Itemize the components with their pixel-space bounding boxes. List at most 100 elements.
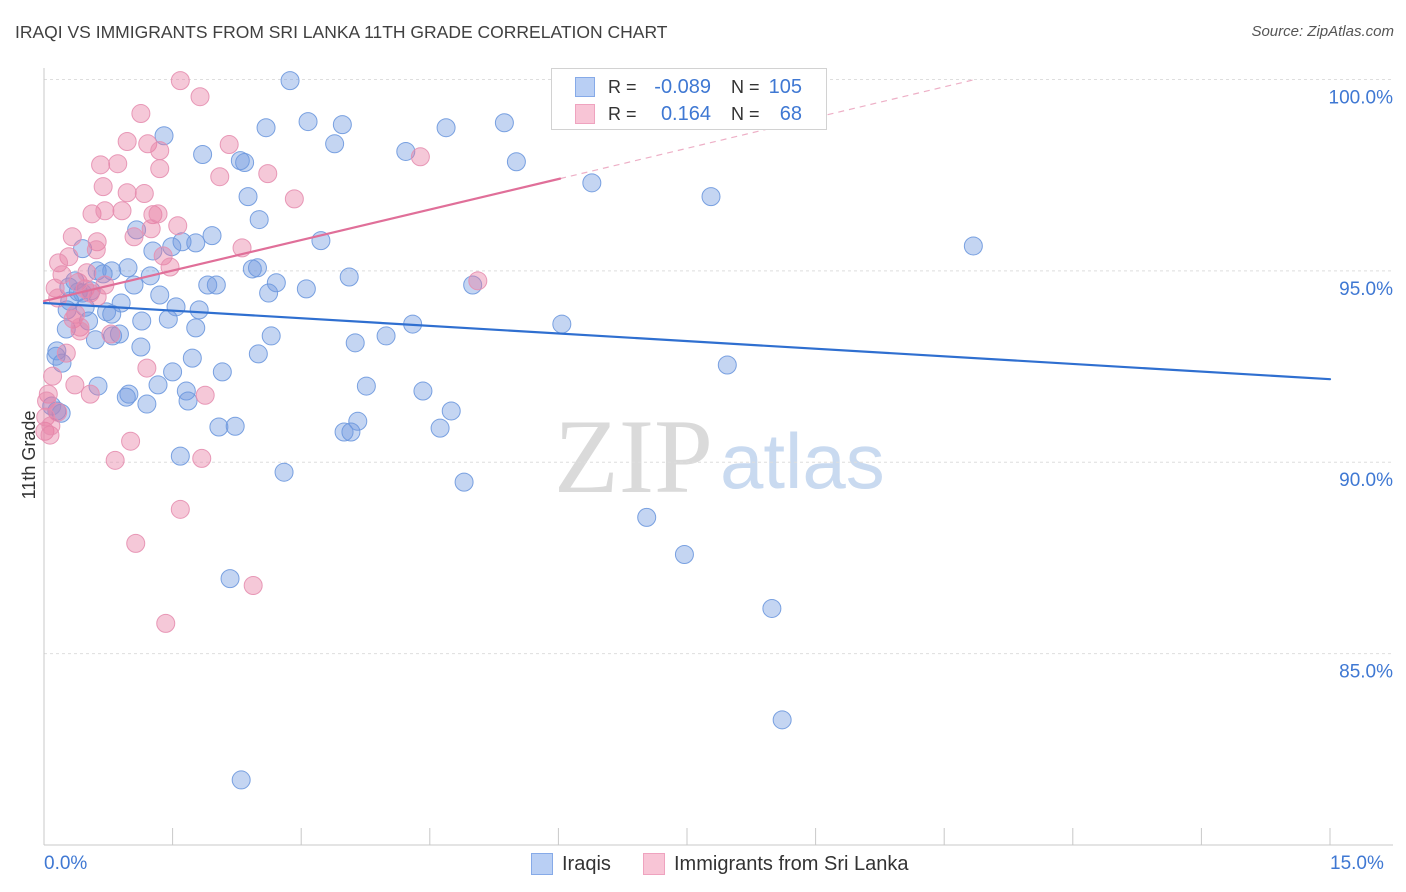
sri-lanka-point <box>77 263 97 283</box>
iraqis-point <box>178 391 198 411</box>
sri-lanka-point <box>243 575 263 595</box>
iraqis-point <box>345 333 365 353</box>
iraqis-point <box>212 362 232 382</box>
r-label: R = <box>608 77 637 97</box>
iraqis-point <box>376 326 396 346</box>
sri-lanka-point <box>468 271 488 291</box>
sri-lanka-point <box>117 131 137 151</box>
iraqis-point <box>247 258 267 278</box>
iraqis-point <box>772 710 792 730</box>
sri-lanka-swatch <box>575 104 595 124</box>
iraqis-point <box>396 141 416 161</box>
iraqis-point <box>158 309 178 329</box>
sri-lanka-point <box>117 183 137 203</box>
n-label: N = <box>731 77 760 97</box>
sri-lanka-point <box>37 391 57 411</box>
sri-lanka-point <box>150 141 170 161</box>
iraqis-point <box>339 267 359 287</box>
iraqis-trend-line <box>42 301 1332 381</box>
sri-lanka-point <box>63 309 83 329</box>
iraqis-point <box>235 153 255 173</box>
sri-lanka-point <box>41 416 61 436</box>
iraqis-point <box>552 314 572 334</box>
iraqis-point <box>701 187 721 207</box>
sri-lanka-point <box>70 321 90 341</box>
iraqis-point <box>176 381 196 401</box>
x-ticks <box>43 828 1331 845</box>
iraqis-point <box>172 232 192 252</box>
n-value: 105 <box>768 76 802 98</box>
iraqis-point <box>325 134 345 154</box>
iraqis-point <box>454 472 474 492</box>
sri-lanka-point <box>91 155 111 175</box>
iraqis-point <box>963 236 983 256</box>
sri-lanka-point <box>258 164 278 184</box>
stats-row-iraqis: R = -0.089 N = 105 <box>552 76 826 98</box>
sri-lanka-point <box>38 384 58 404</box>
y-tick-label: 90.0% <box>1339 470 1393 491</box>
y-axis-label: 11th Grade <box>19 411 39 500</box>
sri-lanka-point <box>141 219 161 239</box>
iraqis-point <box>280 71 300 91</box>
stats-row-sri-lanka: R = 0.164 N = 68 <box>552 103 826 125</box>
sri-lanka-point <box>170 71 190 91</box>
watermark-atlas: atlas <box>720 417 885 505</box>
iraqis-point <box>441 401 461 421</box>
iraqis-point <box>259 283 279 303</box>
iraqis-point <box>143 241 163 261</box>
iraqis-point <box>193 145 213 165</box>
iraqis-point <box>47 341 67 361</box>
sri-lanka-point <box>170 499 190 519</box>
iraqis-point <box>154 126 174 146</box>
iraqis-point <box>132 311 152 331</box>
sri-lanka-point <box>35 421 55 441</box>
iraqis-point <box>436 118 456 138</box>
y-tick-label: 85.0% <box>1339 662 1393 683</box>
iraqis-point <box>582 173 602 193</box>
legend-label: Immigrants from Sri Lanka <box>674 853 909 875</box>
r-label: R = <box>608 104 637 124</box>
sri-lanka-point <box>121 431 141 451</box>
iraqis-point <box>56 319 76 339</box>
iraqis-point <box>249 210 269 230</box>
iraqis-point <box>148 375 168 395</box>
iraqis-point <box>341 422 361 442</box>
iraqis-point <box>182 348 202 368</box>
sri-lanka-point <box>36 407 56 427</box>
iraqis-point <box>209 417 229 437</box>
iraqis-point <box>348 411 368 431</box>
iraqis-point <box>334 422 354 442</box>
sri-lanka-point <box>59 247 79 267</box>
iraqis-point <box>163 362 183 382</box>
chart-title: IRAQI VS IMMIGRANTS FROM SRI LANKA 11TH … <box>15 22 668 42</box>
iraqis-point <box>225 416 245 436</box>
sri-lanka-point <box>153 246 173 266</box>
iraqis-point <box>150 285 170 305</box>
iraqis-point <box>137 394 157 414</box>
iraqis-point <box>189 300 209 320</box>
sri-lanka-point <box>138 134 158 154</box>
iraqis-point <box>88 376 108 396</box>
sri-lanka-point <box>87 232 107 252</box>
sri-lanka-point <box>56 343 76 363</box>
iraqis-point <box>118 258 138 278</box>
sri-lanka-point <box>124 227 144 247</box>
iraqis-point <box>170 446 190 466</box>
sri-lanka-trend-line <box>42 177 562 303</box>
iraqis-point <box>186 233 206 253</box>
iraqis-point <box>119 384 139 404</box>
sri-lanka-point <box>219 135 239 155</box>
watermark-zip: ZIP <box>554 398 713 515</box>
sri-lanka-legend-swatch <box>643 853 665 875</box>
iraqis-point <box>238 187 258 207</box>
sri-lanka-point <box>82 204 102 224</box>
iraqis-point <box>413 381 433 401</box>
iraqis-point <box>248 344 268 364</box>
r-value: 0.164 <box>660 103 711 125</box>
sri-lanka-point <box>150 159 170 179</box>
r-value: -0.089 <box>654 76 711 98</box>
sri-lanka-point <box>210 167 230 187</box>
stats-legend: R = -0.089 N = 105 R = 0.164 N = 68 <box>551 68 827 130</box>
sri-lanka-point <box>137 358 157 378</box>
